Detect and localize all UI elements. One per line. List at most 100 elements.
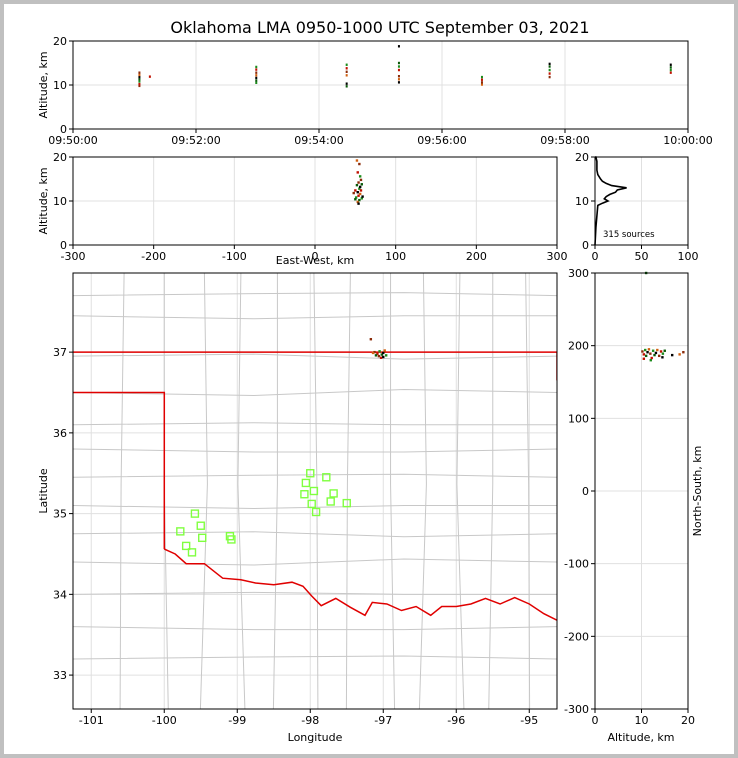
altitude-time-source-point: [345, 63, 348, 66]
map-y-tick-label: 37: [53, 346, 67, 359]
altitude-time-source-point: [397, 81, 400, 84]
county-line: [73, 558, 557, 566]
map-source-point: [373, 350, 376, 354]
northsouth-source-point: [661, 356, 664, 359]
altitude-time-y-tick-label: 20: [53, 35, 67, 48]
altitude-time-source-point: [345, 82, 348, 85]
altitude-eastwest-ylabel: Altitude, km: [37, 167, 50, 234]
lma-station-marker: [196, 521, 205, 530]
altitude-time-source-point: [138, 73, 141, 77]
northsouth-source-point: [670, 353, 674, 357]
county-line: [73, 531, 557, 538]
altitude-time-source-point: [548, 72, 551, 75]
altitude-time-source-point: [255, 65, 258, 69]
map-x-tick-label: -95: [520, 714, 538, 727]
northsouth-source-point: [663, 349, 666, 352]
altitude-time-source-point: [480, 81, 483, 84]
map-source-point: [378, 350, 381, 353]
altitude-eastwest-source-point: [361, 195, 364, 198]
map-x-tick-label: -96: [447, 714, 465, 727]
northsouth-source-point: [678, 353, 681, 356]
altitude-time-x-tick-label: 10:00:00: [663, 134, 712, 147]
altitude-eastwest-source-point: [357, 194, 360, 197]
altitude-time-source-point: [255, 76, 258, 80]
altitude-eastwest-y-tick-label: 10: [53, 195, 67, 208]
altitude-time-source-point: [255, 71, 258, 74]
altitude-eastwest-source-point: [358, 198, 361, 202]
altitude-eastwest-source-point: [360, 197, 363, 200]
altitude-time-source-point: [255, 81, 258, 84]
northsouth-source-point: [642, 357, 646, 360]
map-x-tick-label: -97: [374, 714, 392, 727]
altitude-time-x-tick-label: 09:56:00: [417, 134, 466, 147]
altitude-time-ylabel: Altitude, km: [37, 51, 50, 118]
map-x-tick-label: -99: [228, 714, 246, 727]
county-line: [73, 448, 557, 453]
map-source-point: [377, 354, 381, 358]
county-line: [119, 273, 125, 709]
altitude-eastwest-source-point: [356, 191, 359, 194]
altitude-eastwest-source-point: [354, 189, 357, 192]
altitude-time-source-point: [397, 65, 400, 68]
county-line: [199, 273, 208, 709]
altitude-time-source-point: [255, 68, 258, 71]
northsouth-x-tick-label: 0: [592, 714, 599, 727]
altitude-time-source-point: [255, 79, 258, 82]
northsouth-xlabel: Altitude, km: [607, 731, 674, 744]
lma-station-marker: [301, 478, 311, 488]
map-frame: [72, 272, 558, 710]
altitude-eastwest-x-tick-label: 0: [312, 250, 319, 263]
county-line: [237, 273, 246, 709]
plan-view-map-panel: -101 -100 -99 -98 -97 -96 -95 33 34 35 36 37 Latitu…: [37, 272, 558, 744]
northsouth-source-point: [654, 351, 658, 355]
county-line: [73, 591, 557, 595]
county-line: [390, 273, 396, 709]
altitude-time-source-point: [548, 65, 551, 68]
northsouth-source-point: [653, 353, 656, 357]
altitude-eastwest-source-point: [357, 202, 360, 205]
figure-title: Oklahoma LMA 0950-1000 UTC September 03,…: [170, 18, 589, 37]
county-line: [272, 273, 278, 709]
lma-station-marker: [300, 490, 309, 499]
map-x-tick-label: -98: [301, 714, 319, 727]
lma-station-marker: [181, 541, 191, 551]
altitude-time-panel: 09:50:00 09:52:00 09:54:00 09:56:00 09:58:00…: [37, 35, 713, 147]
altitude-eastwest-source-point: [357, 181, 360, 184]
map-source-point: [379, 356, 383, 359]
map-source-point: [380, 353, 383, 356]
histogram-y-tick-label: 20: [575, 151, 589, 164]
northsouth-source-point: [649, 359, 652, 362]
lma-station-marker: [326, 497, 335, 506]
map-ylabel: Latitude: [37, 468, 50, 514]
altitude-eastwest-source-point: [358, 185, 362, 189]
map-xlabel: Longitude: [288, 731, 343, 744]
altitude-eastwest-x-tick-label: 300: [547, 250, 568, 263]
altitude-time-source-point: [669, 66, 672, 69]
lma-station-marker: [198, 533, 207, 543]
altitude-eastwest-source-point: [359, 189, 363, 192]
histogram-y-tick-label: 10: [575, 195, 589, 208]
altitude-eastwest-x-tick-label: -200: [141, 250, 166, 263]
altitude-eastwest-x-tick-label: 200: [466, 250, 487, 263]
northsouth-altitude-panel: 0 10 20 -300 -200 -100 0 100 200 300 North-South,…: [564, 267, 704, 744]
altitude-time-source-point: [397, 75, 400, 78]
altitude-time-source-point: [397, 61, 400, 65]
map-source-point: [369, 338, 373, 341]
county-line: [73, 505, 557, 510]
county-line: [73, 353, 557, 360]
altitude-eastwest-source-point: [358, 175, 362, 178]
map-x-tick-label: -100: [152, 714, 177, 727]
northsouth-y-tick-label: 0: [582, 485, 589, 498]
lma-station-marker: [311, 507, 321, 517]
altitude-eastwest-source-point: [360, 183, 363, 186]
altitude-time-source-point: [138, 82, 141, 86]
altitude-time-source-point: [138, 75, 141, 79]
lma-station-marker: [187, 548, 197, 557]
lma-station-marker: [176, 527, 185, 536]
altitude-time-source-point: [138, 80, 141, 83]
lma-station-marker: [307, 499, 316, 509]
altitude-time-y-tick-label: 10: [53, 79, 67, 92]
northsouth-source-point: [647, 348, 651, 351]
county-line: [73, 655, 557, 660]
lma-station-marker: [227, 535, 236, 544]
